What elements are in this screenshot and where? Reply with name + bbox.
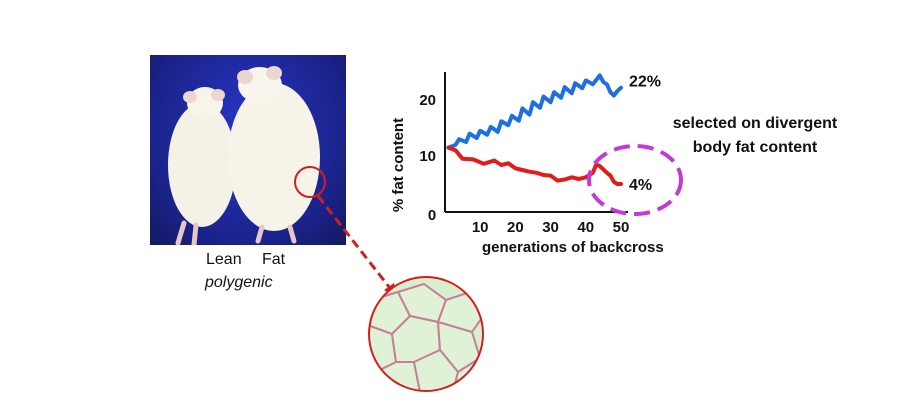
lean-endpoint-label: 4%	[629, 177, 652, 194]
polygenic-caption: polygenic	[205, 274, 273, 291]
mice-illustration	[168, 66, 320, 245]
y-axis-title: % fat content	[390, 118, 407, 212]
selection-annotation: selected on divergent body fat content	[640, 112, 870, 160]
x-tick-label-0: 0	[428, 207, 436, 224]
fat-mouse-body	[228, 83, 320, 231]
selection-annotation-line1: selected on divergent	[672, 115, 838, 132]
x-tick-label-40: 40	[577, 219, 594, 236]
fat-endpoint-label: 22%	[629, 74, 661, 91]
x-tick-label-50: 50	[613, 219, 630, 236]
mouse-photo	[150, 55, 346, 245]
fat-pad-marker-circle	[294, 166, 326, 198]
adipose-tissue-micrograph	[368, 276, 484, 392]
lean-mouse-feet	[175, 220, 199, 245]
x-tick-label-10: 10	[472, 219, 489, 236]
fat-label: Fat	[262, 251, 286, 268]
fat-mouse-ear	[237, 70, 253, 84]
lean-mouse-ear	[183, 91, 197, 103]
lean-label: Lean	[206, 251, 242, 268]
fat-mouse-ear-right	[266, 66, 282, 80]
chart-axes	[444, 72, 628, 213]
y-tick-label-10: 10	[419, 148, 436, 165]
x-axis-title: generations of backcross	[482, 239, 664, 256]
lean-line-series	[446, 145, 623, 186]
fat-mouse-feet	[255, 224, 297, 244]
highlight-ellipse	[587, 144, 683, 216]
y-tick-label-20: 20	[419, 92, 436, 109]
selection-annotation-line2: body fat content	[692, 139, 818, 156]
x-tick-label-30: 30	[542, 219, 559, 236]
fat-line-series	[446, 73, 623, 150]
lean-mouse-body	[168, 103, 236, 227]
lean-mouse-ear-right	[211, 89, 225, 101]
pointer-line	[316, 195, 395, 293]
x-tick-label-20: 20	[507, 219, 524, 236]
